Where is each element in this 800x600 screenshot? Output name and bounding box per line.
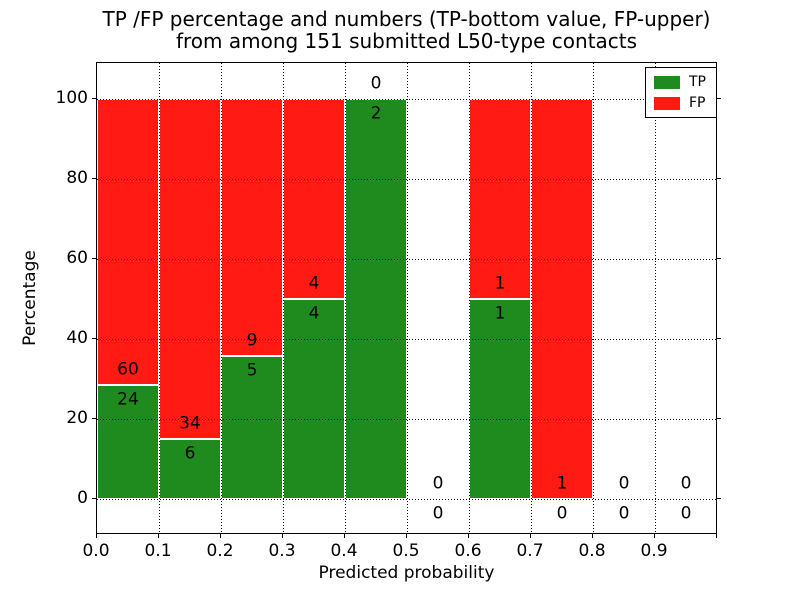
tp-value-label: 24: [117, 389, 139, 410]
chart-title: TP /FP percentage and numbers (TP-bottom…: [96, 8, 717, 52]
y-tick: [92, 178, 96, 179]
x-tick: [344, 534, 345, 538]
x-tick-label: 0.4: [330, 541, 358, 561]
x-tick-label: 0.7: [516, 541, 544, 561]
x-tick-label: 0.8: [578, 541, 606, 561]
fp-legend-swatch: [654, 96, 680, 110]
tp-value-label: 2: [370, 103, 382, 124]
fp-bar-segment: [221, 99, 283, 357]
x-tick-label: 0.9: [640, 541, 668, 561]
horizontal-gridline: [97, 499, 716, 500]
fp-value-label: 4: [308, 273, 320, 294]
legend-item-tp: TP: [654, 75, 708, 89]
tp-legend-swatch: [654, 75, 680, 89]
tp-value-label: 5: [246, 360, 258, 381]
y-tick: [717, 258, 721, 259]
fp-value-label: 1: [494, 273, 506, 294]
fp-value-label: 1: [556, 473, 568, 494]
x-tick: [592, 534, 593, 538]
bar-labels-layer: 60 24 34 6 9 5 4 4 0 2 0 0 1 1 1 0 0 0 0 0: [97, 63, 716, 533]
y-tick: [717, 418, 721, 419]
x-tick: [220, 534, 221, 538]
tp-value-label: 4: [308, 303, 320, 324]
tp-bar-segment: [97, 384, 159, 499]
fp-value-label: 0: [432, 473, 444, 494]
x-tick-label: 0.2: [206, 541, 234, 561]
x-tick-label: 0.0: [82, 541, 110, 561]
y-tick-label: 40: [66, 328, 88, 348]
y-tick-label: 100: [55, 88, 88, 108]
tp-bar-segment: [469, 299, 531, 499]
vertical-gridline: [531, 63, 532, 533]
y-tick: [717, 498, 721, 499]
x-tick: [654, 534, 655, 538]
x-tick: [96, 534, 97, 538]
chart-title-line1: TP /FP percentage and numbers (TP-bottom…: [102, 7, 711, 31]
x-tick: [530, 534, 531, 538]
y-tick-label: 80: [66, 168, 88, 188]
y-axis-label: Percentage: [20, 250, 40, 346]
tp-value-label: 6: [184, 443, 196, 464]
x-tick-label: 0.5: [392, 541, 420, 561]
horizontal-gridline: [97, 99, 716, 100]
y-tick-label: 20: [66, 408, 88, 428]
horizontal-gridline: [97, 419, 716, 420]
legend-label-tp: TP: [689, 74, 706, 90]
vertical-gridline: [283, 63, 284, 533]
vertical-gridline: [593, 63, 594, 533]
y-tick: [92, 258, 96, 259]
x-tick: [468, 534, 469, 538]
y-tick: [92, 338, 96, 339]
y-tick: [717, 98, 721, 99]
y-tick: [717, 178, 721, 179]
fp-value-label: 0: [680, 473, 692, 494]
fp-value-label: 9: [246, 330, 258, 351]
x-tick: [282, 534, 283, 538]
y-tick: [92, 498, 96, 499]
fp-bar-segment: [97, 99, 159, 385]
x-tick-label: 0.1: [144, 541, 172, 561]
tp-value-label: 0: [432, 503, 444, 524]
fp-bar-segment: [469, 99, 531, 299]
vertical-gridline: [407, 63, 408, 533]
x-tick-label: 0.3: [268, 541, 296, 561]
y-tick: [717, 338, 721, 339]
vertical-gridline: [655, 63, 656, 533]
vertical-gridline: [345, 63, 346, 533]
vertical-gridline: [159, 63, 160, 533]
fp-value-label: 60: [117, 359, 139, 380]
fp-bar-segment: [159, 99, 221, 439]
tp-value-label: 0: [618, 503, 630, 524]
x-tick: [716, 534, 717, 538]
chart-title-line2: from among 151 submitted L50-type contac…: [175, 29, 638, 53]
horizontal-gridline: [97, 259, 716, 260]
x-axis-label: Predicted probability: [318, 563, 495, 583]
y-tick-label: 0: [77, 488, 88, 508]
y-tick-label: 60: [66, 248, 88, 268]
legend: TP FP: [645, 67, 717, 118]
vertical-gridline: [221, 63, 222, 533]
y-tick: [92, 98, 96, 99]
tp-value-label: 0: [556, 503, 568, 524]
y-tick: [92, 418, 96, 419]
legend-item-fp: FP: [654, 96, 708, 110]
fp-value-label: 34: [179, 413, 201, 434]
x-tick-label: 0.6: [454, 541, 482, 561]
legend-label-fp: FP: [689, 95, 706, 111]
fp-value-label: 0: [370, 73, 382, 94]
fp-bar-segment: [531, 99, 593, 499]
grid-layer: [97, 63, 716, 533]
horizontal-gridline: [97, 339, 716, 340]
fp-value-label: 0: [618, 473, 630, 494]
vertical-gridline: [469, 63, 470, 533]
x-tick: [406, 534, 407, 538]
horizontal-gridline: [97, 179, 716, 180]
tp-value-label: 0: [680, 503, 692, 524]
x-tick: [158, 534, 159, 538]
plot-area: 60 24 34 6 9 5 4 4 0 2 0 0 1 1 1 0 0 0 0 0 TP FP: [96, 62, 717, 534]
tp-value-label: 1: [494, 303, 506, 324]
